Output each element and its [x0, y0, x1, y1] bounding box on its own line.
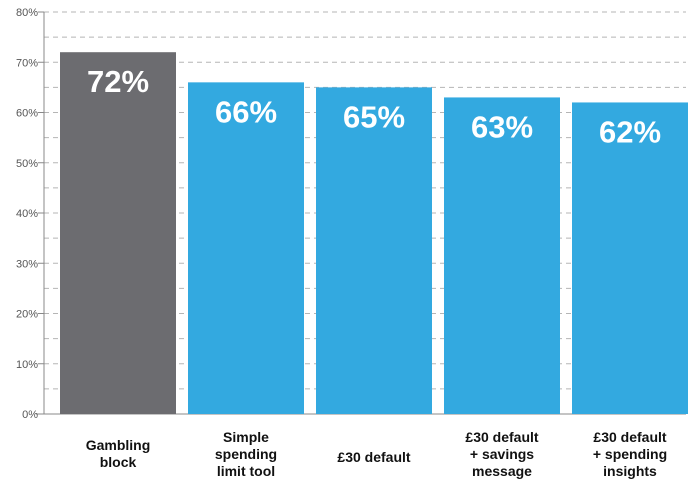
y-tick-label: 60%: [16, 108, 38, 120]
bar-value-label: 65%: [343, 99, 405, 134]
category-label: £30 default: [337, 449, 410, 465]
bar: [316, 87, 432, 414]
y-tick-label: 20%: [16, 309, 38, 321]
bar-value-label: 66%: [215, 94, 277, 129]
bar-value-label: 62%: [599, 114, 661, 149]
y-axis-ticks: 0% 10% 20% 30% 40% 50% 60% 70% 80%: [16, 7, 44, 421]
bar-value-label: 72%: [87, 64, 149, 99]
y-tick-label: 10%: [16, 359, 38, 371]
y-tick-label: 70%: [16, 57, 38, 69]
y-tick-label: 30%: [16, 258, 38, 270]
bar: [188, 82, 304, 414]
category-label: Simple spending limit tool: [215, 429, 277, 479]
y-tick-label: 40%: [16, 208, 38, 220]
y-tick-label: 80%: [16, 7, 38, 19]
y-tick-label: 0%: [22, 409, 38, 421]
category-label: £30 default + savings message: [465, 429, 538, 479]
category-label: Gambling block: [86, 437, 151, 470]
bar: [572, 102, 688, 414]
y-tick-label: 50%: [16, 158, 38, 170]
x-axis-categories: Gambling block Simple spending limit tool £30…: [86, 429, 667, 479]
bar: [444, 97, 560, 415]
bars: 72% 66% 65% 63% 62%: [60, 52, 688, 415]
category-label: £30 default + spending insights: [593, 429, 667, 479]
bar: [60, 52, 176, 414]
bar-value-label: 63%: [471, 109, 533, 144]
